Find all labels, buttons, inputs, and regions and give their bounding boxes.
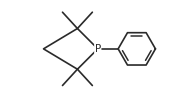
Text: P: P <box>95 44 101 53</box>
